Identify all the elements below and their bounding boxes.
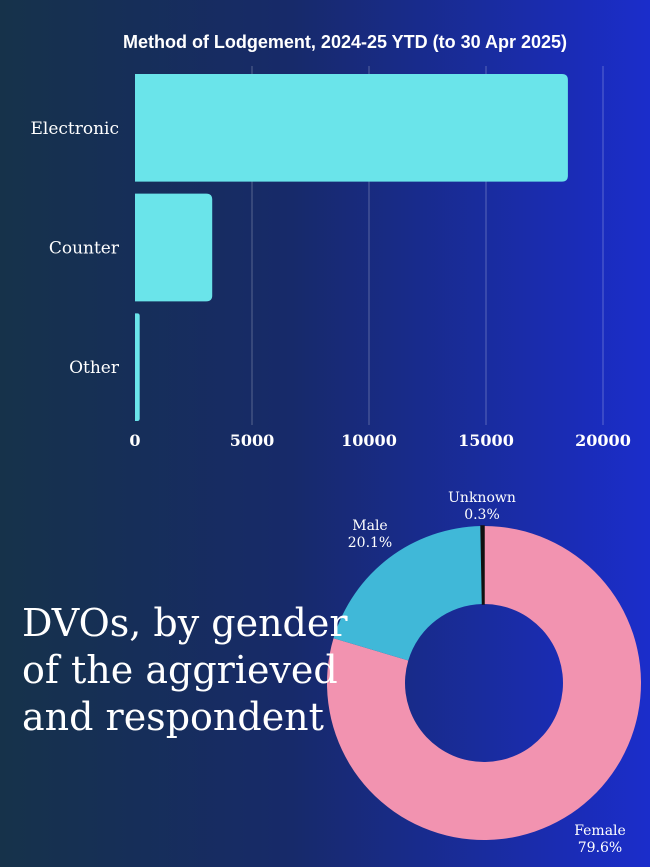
headline: DVOs, by gender of the aggrieved and res…	[22, 600, 348, 741]
x-tick-label: 15000	[458, 431, 514, 450]
x-tick-label: 0	[129, 431, 140, 450]
slice-male	[333, 526, 483, 661]
bar-chart-x-tick-labels: 0 5000 10000 15000 20000	[129, 431, 630, 450]
x-tick-label: 5000	[230, 431, 275, 450]
slice-unknown	[480, 525, 485, 605]
slice-label-female: Female	[574, 823, 626, 839]
category-label: Counter	[49, 239, 120, 259]
slice-value-male: 20.1%	[348, 535, 392, 551]
headline-line-2: of the aggrieved	[22, 648, 338, 692]
donut-slices	[326, 525, 641, 840]
x-tick-label: 20000	[575, 431, 631, 450]
bar-counter	[135, 193, 213, 302]
slice-value-female: 79.6%	[578, 840, 622, 856]
headline-line-1: DVOs, by gender	[22, 601, 348, 645]
category-label: Other	[69, 358, 120, 378]
x-tick-label: 10000	[341, 431, 397, 450]
slice-female	[326, 526, 641, 840]
bar-electronic	[135, 73, 568, 182]
slice-value-unknown: 0.3%	[464, 507, 500, 523]
slice-label-male: Male	[352, 518, 387, 534]
category-label: Electronic	[30, 119, 119, 139]
lodgement-bar-chart: Electronic Counter Other 0 5000 10000 15000 20…	[30, 73, 630, 450]
headline-line-3: and respondent	[22, 695, 324, 739]
bar-chart-category-labels: Electronic Counter Other	[30, 119, 119, 378]
bar-chart-bars	[135, 73, 568, 422]
slice-label-unknown: Unknown	[448, 490, 516, 506]
bar-other	[135, 313, 140, 422]
bar-chart-title: Method of Lodgement, 2024-25 YTD (to 30 …	[122, 32, 568, 52]
